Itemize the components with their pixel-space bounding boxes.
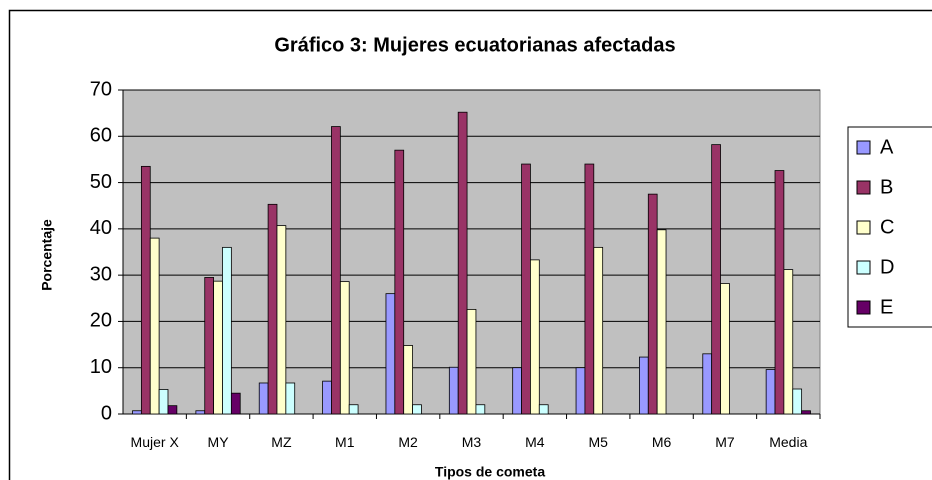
y-tick-label: 30 bbox=[90, 263, 112, 285]
x-tick-label: Media bbox=[769, 434, 808, 450]
legend-label: B bbox=[880, 176, 893, 198]
y-tick-label: 20 bbox=[90, 310, 112, 332]
bar bbox=[774, 170, 785, 415]
bar bbox=[475, 404, 486, 415]
legend-swatch bbox=[856, 180, 871, 195]
x-tick-label: M6 bbox=[651, 434, 672, 450]
bar bbox=[339, 281, 350, 415]
bar bbox=[466, 308, 477, 415]
bar bbox=[448, 366, 459, 415]
bar bbox=[711, 144, 721, 415]
bar bbox=[593, 246, 604, 415]
bar bbox=[394, 149, 405, 415]
bar bbox=[267, 203, 278, 415]
bar bbox=[331, 126, 341, 415]
x-tick-label: MY bbox=[207, 434, 229, 450]
bar bbox=[258, 382, 269, 415]
bar bbox=[158, 389, 169, 415]
y-tick-label: 60 bbox=[90, 125, 112, 147]
x-tick-label: M4 bbox=[525, 434, 545, 450]
bar bbox=[538, 404, 549, 415]
y-tick-label: 50 bbox=[90, 171, 112, 193]
y-tick-label: 40 bbox=[90, 217, 112, 239]
x-tick-label: M5 bbox=[588, 434, 608, 450]
bar bbox=[348, 404, 359, 415]
y-tick-label: 70 bbox=[90, 78, 112, 100]
x-tick-label: MZ bbox=[271, 434, 292, 450]
legend-swatch bbox=[856, 140, 871, 155]
bar bbox=[213, 280, 223, 415]
legend-swatch bbox=[856, 300, 871, 315]
bar bbox=[385, 293, 396, 415]
bar bbox=[521, 163, 531, 415]
bar bbox=[403, 345, 413, 415]
bar bbox=[702, 353, 713, 415]
legend-label: E bbox=[880, 296, 893, 318]
bar bbox=[149, 237, 160, 415]
bar bbox=[140, 165, 151, 415]
legend-swatch bbox=[856, 260, 871, 275]
bar bbox=[647, 193, 658, 415]
x-tick-label: M3 bbox=[461, 434, 482, 450]
x-axis-title: Tipos de cometa bbox=[435, 464, 545, 480]
bar bbox=[639, 356, 649, 415]
bar bbox=[783, 269, 794, 415]
x-tick-label: Mujer X bbox=[130, 434, 179, 450]
bar bbox=[575, 367, 586, 415]
bar bbox=[222, 246, 232, 415]
bar bbox=[285, 382, 296, 415]
bar bbox=[530, 259, 540, 415]
y-tick-label: 0 bbox=[101, 402, 112, 424]
chart-title: Gráfico 3: Mujeres ecuatorianas afectada… bbox=[274, 34, 675, 56]
x-tick-label: M2 bbox=[398, 434, 418, 450]
bar bbox=[195, 410, 206, 415]
bar bbox=[132, 410, 142, 415]
bar bbox=[656, 229, 667, 415]
legend-swatch bbox=[856, 220, 871, 235]
bar bbox=[512, 367, 522, 415]
bar bbox=[801, 410, 811, 415]
legend-label: A bbox=[880, 136, 894, 158]
bar bbox=[230, 392, 241, 415]
bar bbox=[167, 405, 178, 415]
y-axis-title: Porcentaje bbox=[39, 219, 55, 291]
bar bbox=[584, 163, 595, 415]
bar bbox=[792, 388, 803, 415]
bar bbox=[457, 111, 468, 415]
legend-label: C bbox=[880, 216, 894, 238]
bar bbox=[765, 369, 776, 415]
bar bbox=[720, 283, 730, 415]
bar bbox=[276, 225, 287, 415]
y-tick-label: 10 bbox=[90, 356, 112, 378]
bar bbox=[412, 404, 422, 415]
bar bbox=[204, 277, 215, 415]
legend-label: D bbox=[880, 256, 894, 278]
x-tick-label: M1 bbox=[335, 434, 355, 450]
x-tick-label: M7 bbox=[715, 434, 735, 450]
bar bbox=[322, 380, 332, 415]
